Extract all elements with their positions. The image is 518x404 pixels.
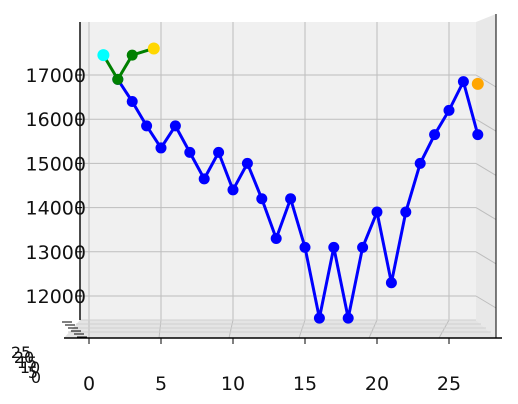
series-0-point	[155, 142, 167, 154]
axes	[64, 14, 502, 339]
series-0-point	[443, 104, 455, 116]
series-0-point	[472, 129, 484, 141]
y-tick-label: 16000	[26, 109, 86, 131]
x-tick-label: 25	[437, 373, 461, 395]
side-grid-line-2	[475, 207, 497, 221]
series-0-point	[198, 173, 210, 185]
y-tick-label: 15000	[26, 153, 86, 175]
floor-pane	[64, 320, 496, 338]
series-0-point	[313, 312, 325, 324]
x-tick-labels: 0 5 10 15 20 25	[83, 338, 461, 395]
series-0-point	[400, 206, 412, 218]
highlight-point-0	[97, 49, 110, 62]
right-side-pane	[476, 14, 496, 338]
series-0-point	[169, 120, 181, 132]
depth-tick-label: 20	[14, 348, 34, 367]
grid-lines	[68, 22, 497, 339]
series-1-point	[112, 73, 124, 85]
series-0-point	[414, 157, 426, 169]
series-0-point	[126, 96, 138, 108]
floor-grid-line-5	[438, 319, 450, 339]
x-tick-label: 15	[293, 373, 317, 395]
side-grid-line-3	[475, 162, 497, 176]
side-grid-line-5	[475, 74, 497, 88]
side-grid-line-0	[475, 295, 497, 309]
depth-tick-label: 25	[11, 343, 31, 362]
side-grid-line-1	[475, 251, 497, 265]
series-0-point	[357, 241, 369, 253]
series-0-point	[213, 146, 225, 158]
highlight-point-2	[471, 77, 484, 90]
series-0-point	[429, 129, 441, 141]
series-0-point	[342, 312, 354, 324]
depth-tick-label: 5	[28, 363, 38, 382]
series-1-point	[126, 49, 138, 61]
data-series	[97, 42, 484, 324]
x-tick-label: 20	[365, 373, 389, 395]
y-tick-label: 12000	[26, 286, 86, 308]
x-tick-label: 0	[83, 373, 95, 395]
floor-grid-line-4	[368, 319, 378, 339]
series-0-point	[241, 157, 253, 169]
x-tick-label: 10	[221, 373, 245, 395]
back-pane	[80, 22, 476, 320]
series-0-point	[184, 146, 196, 158]
series-0-point	[385, 277, 397, 289]
series-0-point	[141, 120, 153, 132]
depth-tick-label: 10	[20, 358, 40, 377]
y-tick-label: 13000	[26, 242, 86, 264]
depth-tick-label: 15	[17, 353, 37, 372]
series-0-point	[285, 193, 297, 205]
side-grid-line-4	[475, 118, 497, 132]
series-0-point	[256, 193, 268, 205]
series-line-1	[102, 47, 155, 81]
y-tick-label: 14000	[26, 198, 86, 220]
series-0-point	[328, 241, 340, 253]
series-0-point	[227, 184, 239, 196]
series-0-point	[457, 76, 469, 88]
x-tick-label: 5	[155, 373, 167, 395]
floor-grid-line-3	[298, 319, 306, 339]
y-tick-label: 17000	[26, 65, 86, 87]
series-0-point	[270, 233, 282, 245]
series-0-point	[371, 206, 383, 218]
y-tick-labels: 12000 13000 14000 15000 16000 17000	[26, 65, 86, 308]
highlight-markers	[97, 42, 484, 90]
floor-grid-line-2	[228, 319, 234, 339]
floor-grid-line-1	[158, 319, 162, 339]
depth-tick-label: 0	[31, 368, 41, 387]
series-0-point	[299, 241, 311, 253]
highlight-point-1	[147, 42, 160, 55]
